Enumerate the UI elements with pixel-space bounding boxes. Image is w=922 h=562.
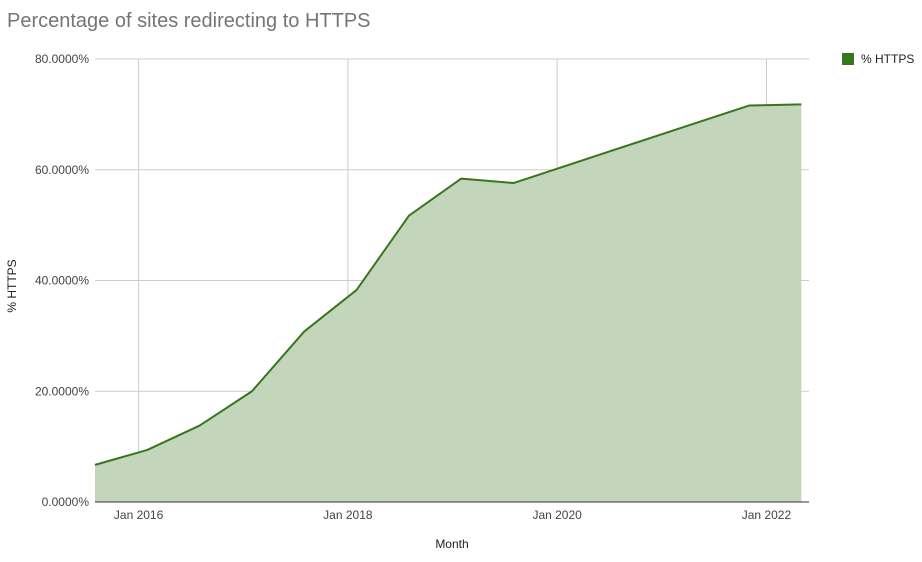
x-axis-title: Month bbox=[435, 537, 468, 551]
y-tick-label: 0.0000% bbox=[42, 495, 90, 509]
series-line bbox=[94, 103, 802, 466]
x-tick-labels: Jan 2016 Jan 2018 Jan 2020 Jan 2022 bbox=[114, 508, 792, 522]
x-tick-label: Jan 2018 bbox=[323, 508, 373, 522]
x-tick-label: Jan 2022 bbox=[742, 508, 792, 522]
legend-swatch bbox=[842, 53, 854, 65]
chart-title: Percentage of sites redirecting to HTTPS bbox=[7, 10, 371, 32]
x-tick-label: Jan 2020 bbox=[532, 508, 582, 522]
y-tick-label: 20.0000% bbox=[35, 384, 89, 398]
x-tick-label: Jan 2016 bbox=[114, 508, 164, 522]
y-tick-label: 40.0000% bbox=[35, 274, 89, 288]
series-area-fill bbox=[95, 104, 802, 502]
y-axis-title: % HTTPS bbox=[5, 259, 19, 312]
y-tick-label: 80.0000% bbox=[35, 52, 89, 66]
legend: % HTTPS bbox=[842, 52, 914, 66]
y-tick-label: 60.0000% bbox=[35, 163, 89, 177]
area-layer bbox=[94, 103, 802, 502]
legend-label: % HTTPS bbox=[861, 52, 915, 66]
y-tick-labels: 0.0000% 20.0000% 40.0000% 60.0000% 80.0000% bbox=[35, 52, 89, 509]
